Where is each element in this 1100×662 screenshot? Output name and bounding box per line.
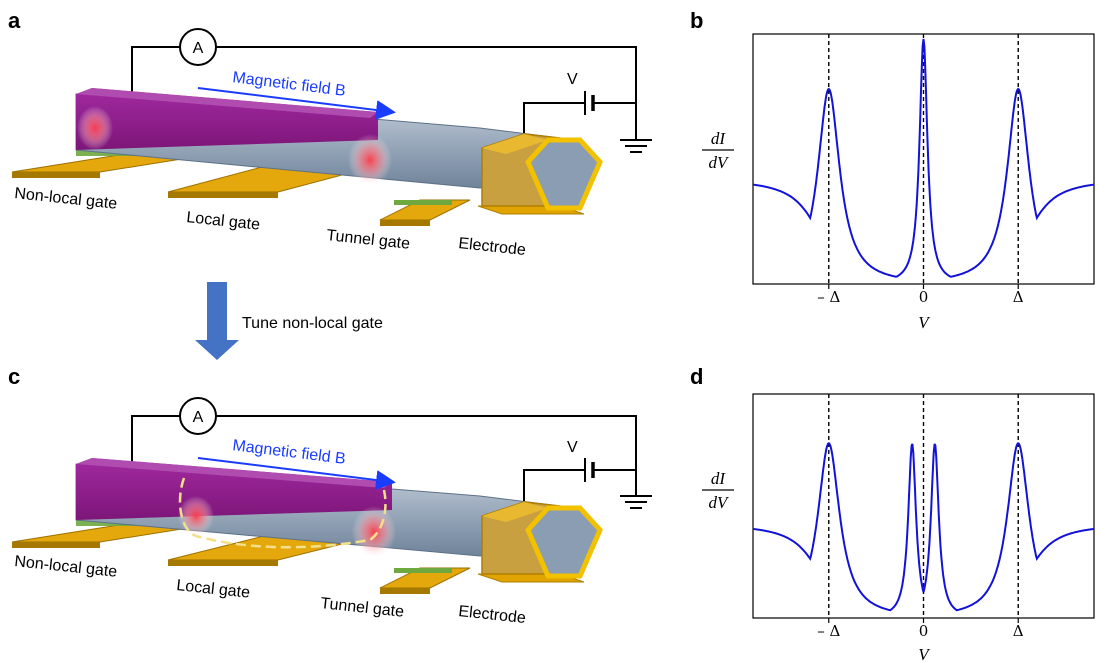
ylabel-den-b: dV — [709, 153, 731, 172]
panel-letter-d: d — [690, 364, 703, 389]
electrode-a — [525, 137, 603, 211]
panel-letter-c: c — [8, 364, 20, 389]
xlabel-b: V — [918, 313, 931, 332]
field-arrow-c — [197, 457, 396, 490]
label-tunnel-gate-c: Tunnel gate — [320, 595, 405, 621]
ammeter-a-label: A — [193, 40, 204, 57]
label-non-local-gate-a: Non-local gate — [14, 185, 118, 213]
electrode-c — [525, 505, 603, 579]
label-tunnel-gate-a: Tunnel gate — [326, 227, 411, 253]
device-c: A V Magnetic field B Non-local gate Loca… — [11, 397, 652, 627]
battery-a-label: V — [567, 71, 578, 88]
curve-b — [752, 38, 1095, 278]
battery-c-label: V — [567, 439, 578, 456]
label-non-local-gate-c: Non-local gate — [14, 553, 118, 581]
superconductor-c — [76, 458, 392, 520]
ylabel-num-d: dI — [711, 469, 727, 488]
tick-label-d-0: – Δ — [817, 622, 840, 640]
label-local-gate-c: Local gate — [176, 577, 251, 602]
ylabel-den-d: dV — [709, 493, 731, 512]
field-arrow-a — [197, 87, 396, 120]
device-a: A V Magnetic field B Non-local gate Loca… — [11, 28, 652, 259]
tick-label-d-2: Δ — [1013, 622, 1024, 640]
label-local-gate-a: Local gate — [186, 209, 261, 234]
curve-d — [752, 442, 1095, 612]
panel-letter-a: a — [8, 8, 21, 33]
ammeter-a: A — [179, 28, 217, 66]
tick-label-b-1: 0 — [919, 288, 929, 306]
ammeter-c-label: A — [193, 409, 204, 426]
chart-d: – Δ 0 Δ VdI dV — [702, 393, 1095, 662]
chart-b: – Δ 0 Δ VdI dV — [702, 33, 1095, 332]
tick-label-b-2: Δ — [1013, 288, 1024, 306]
xlabel-d: V — [918, 645, 931, 662]
tick-label-b-0: – Δ — [817, 288, 840, 306]
superconductor-a — [76, 88, 378, 150]
field-label-c: Magnetic field B — [232, 437, 347, 468]
ammeter-c: A — [179, 397, 217, 435]
wavefunction-outline — [178, 477, 387, 549]
tune-arrow — [195, 282, 239, 360]
ylabel-num-b: dI — [711, 129, 727, 148]
tick-label-d-1: 0 — [919, 622, 929, 640]
panel-letter-b: b — [690, 8, 703, 33]
tune-arrow-label: Tune non-local gate — [242, 315, 383, 332]
label-electrode-a: Electrode — [458, 235, 527, 259]
label-electrode-c: Electrode — [458, 603, 527, 627]
